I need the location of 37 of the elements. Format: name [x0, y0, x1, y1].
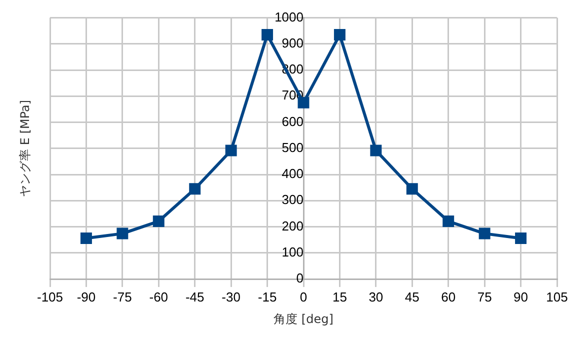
y-tick-label: 300	[282, 192, 304, 208]
x-tick-label: -60	[149, 289, 168, 304]
point	[406, 183, 418, 195]
x-tick-label: -30	[222, 289, 240, 304]
y-tick-label: 200	[282, 218, 304, 234]
point	[189, 183, 201, 195]
point	[80, 232, 92, 244]
point	[442, 216, 454, 228]
y-tick-label: 1000	[274, 9, 304, 24]
y-tick-label: 900	[282, 36, 304, 50]
x-tick-label: 45	[404, 289, 420, 304]
x-tick-label: 60	[441, 289, 456, 304]
y-tick-label: 0	[296, 270, 304, 286]
y-tick-label: 100	[282, 244, 304, 260]
point	[152, 216, 164, 228]
point	[515, 232, 527, 244]
x-tick-label: -105	[36, 289, 64, 304]
y-tick-label: 400	[282, 166, 304, 182]
x-tick-label: -75	[113, 289, 132, 304]
x-tick-label: 75	[477, 289, 492, 304]
y-tick-label: 500	[282, 140, 304, 155]
x-tick-label: 15	[332, 289, 347, 304]
y-tick-label: 600	[282, 114, 304, 129]
point	[370, 144, 382, 156]
y-axis-title: ヤング率 E [MPa]	[18, 100, 32, 197]
x-tick-label: 30	[368, 289, 384, 304]
x-tick-label: 90	[514, 289, 528, 304]
x-tick-label: -15	[258, 289, 277, 304]
point	[262, 29, 274, 41]
x-tick-label: 105	[546, 289, 568, 304]
point	[478, 228, 490, 240]
point	[225, 144, 237, 156]
point	[116, 228, 128, 240]
point	[334, 29, 346, 41]
x-tick-label: -45	[185, 289, 204, 304]
x-tick-label: -90	[76, 289, 96, 304]
x-axis-title: 角度 [deg]	[274, 312, 334, 326]
